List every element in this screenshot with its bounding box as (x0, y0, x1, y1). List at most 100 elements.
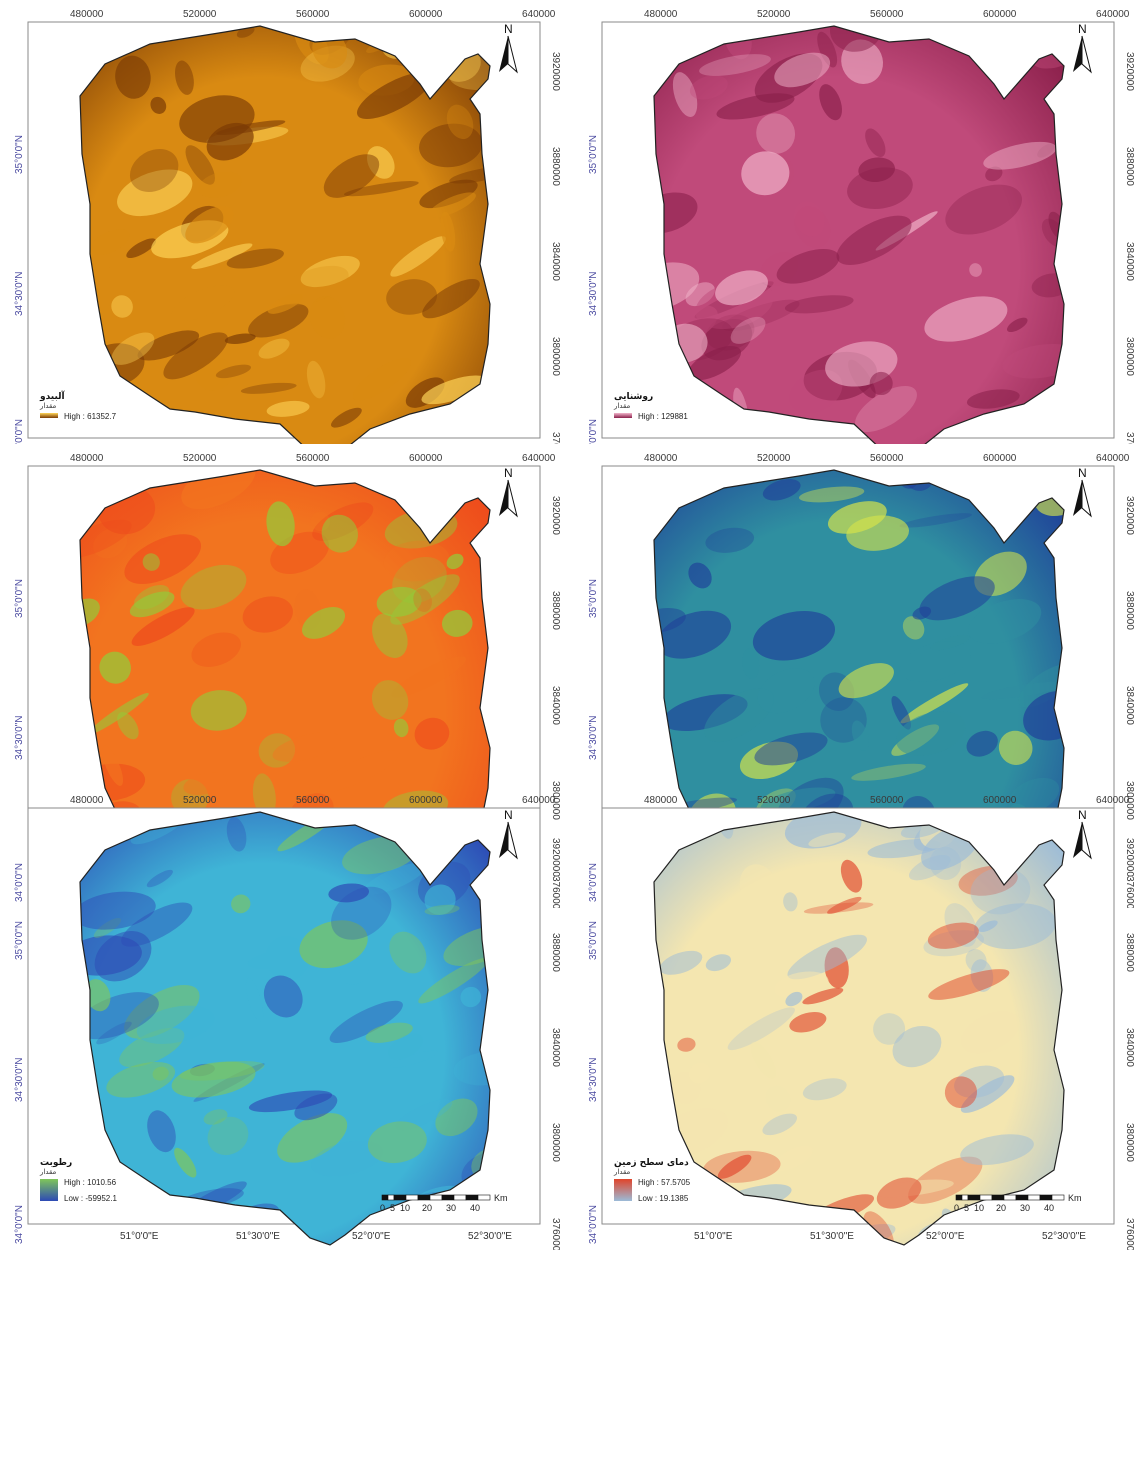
scale-bar-label: 5 (390, 1203, 395, 1213)
right-tick-label: 3800000 (550, 337, 561, 376)
left-tick-label: 34°0'0"N (14, 419, 25, 444)
top-tick-label: 600000 (983, 795, 1017, 806)
right-tick-label: 3880000 (550, 591, 561, 630)
raster-albedo (80, 26, 490, 444)
scale-bar-segment (429, 1194, 443, 1201)
legend-high-value: High : 1010.56 (64, 1178, 117, 1187)
legend-color-ramp (614, 413, 632, 418)
scale-bar-label: 10 (400, 1203, 410, 1213)
top-tick-label: 640000 (522, 795, 556, 806)
scale-bar-label: 0 (380, 1203, 385, 1213)
top-tick-label: 560000 (296, 453, 330, 464)
scale-bar-segment (441, 1194, 455, 1201)
top-tick-label: 520000 (183, 453, 217, 464)
right-tick-label: 3840000 (1124, 242, 1135, 281)
left-tick-label: 34°30'0"N (588, 1058, 599, 1103)
top-tick-label: 600000 (983, 453, 1017, 464)
scale-bar-segment (955, 1194, 963, 1201)
bottom-tick-label: 51°0'0"E (120, 1231, 159, 1242)
top-tick-label: 560000 (296, 795, 330, 806)
left-tick-label: 35°0'0"N (14, 579, 25, 618)
right-tick-label: 3840000 (1124, 1028, 1135, 1067)
top-tick-label: 520000 (183, 795, 217, 806)
map-panel-brightness: 480000 520000 560000 600000 640000 3920000 388… (584, 4, 1140, 484)
scale-bar-segment (1039, 1194, 1053, 1201)
right-tick-label: 3800000 (550, 781, 561, 820)
scale-bar-segment (1015, 1194, 1029, 1201)
scale-bar-segment (961, 1194, 969, 1201)
right-tick-label: 3800000 (1124, 337, 1135, 376)
scale-bar-label: 30 (1020, 1203, 1030, 1213)
legend-high-value: High : 129881 (638, 412, 688, 421)
map-panel-wetness: 480000 520000 560000 600000 640000 3920000 388… (10, 790, 570, 1270)
scale-bar-segment (991, 1194, 1005, 1201)
scale-bar-segment (1051, 1194, 1065, 1201)
scale-bar-label: 20 (422, 1203, 432, 1213)
scale-bar-segment (1027, 1194, 1041, 1201)
right-tick-label: 3920000 (550, 838, 561, 877)
right-tick-label: 3920000 (1124, 496, 1135, 535)
right-tick-label: 3880000 (550, 933, 561, 972)
right-tick-label: 3760000 (550, 876, 561, 908)
right-tick-label: 3760000 (1124, 1218, 1135, 1250)
map-brightness: 480000 520000 560000 600000 640000 3920000 388… (588, 9, 1135, 444)
north-arrow-icon: N (1073, 22, 1092, 74)
right-tick-label: 3880000 (1124, 591, 1135, 630)
legend-subtitle: مقدار (613, 1168, 631, 1176)
right-tick-label: 3880000 (1124, 933, 1135, 972)
north-label: N (1078, 466, 1087, 480)
right-tick-label: 3880000 (1124, 147, 1135, 186)
right-tick-label: 3920000 (1124, 52, 1135, 91)
legend-subtitle: مقدار (39, 402, 57, 410)
scale-bar-segment (477, 1194, 491, 1201)
top-tick-label: 640000 (1096, 9, 1130, 20)
legend-title: رطوبت (40, 1158, 72, 1168)
left-tick-label: 34°0'0"N (588, 419, 599, 444)
right-tick-label: 3840000 (1124, 686, 1135, 725)
right-tick-label: 3920000 (550, 496, 561, 535)
scale-bar-label: 40 (470, 1203, 480, 1213)
top-tick-label: 560000 (296, 9, 330, 20)
left-tick-label: 34°0'0"N (14, 863, 25, 902)
top-tick-label: 640000 (522, 453, 556, 464)
study-area-outline (653, 811, 1065, 1246)
scale-bar-segment (381, 1194, 389, 1201)
north-arrow-icon: N (1073, 808, 1092, 860)
north-arrow-icon: N (499, 808, 518, 860)
north-label: N (1078, 22, 1087, 36)
scale-bar-segment (453, 1194, 467, 1201)
bottom-tick-label: 51°30'0"E (236, 1231, 280, 1242)
legend-high-value: High : 61352.7 (64, 412, 117, 421)
legend-color-ramp (614, 1179, 632, 1201)
map-albedo: 480000 520000 560000 600000 640000 3920000 388… (14, 9, 561, 444)
right-tick-label: 3920000 (1124, 838, 1135, 877)
north-label: N (1078, 808, 1087, 822)
top-tick-label: 480000 (70, 453, 104, 464)
map-panel-lst: 480000 520000 560000 600000 640000 3920000 388… (584, 790, 1140, 1270)
top-tick-label: 560000 (870, 453, 904, 464)
top-tick-label: 520000 (757, 9, 791, 20)
left-tick-label: 34°30'0"N (14, 272, 25, 317)
left-tick-label: 34°30'0"N (14, 716, 25, 761)
map-wetness: 480000 520000 560000 600000 640000 3920000 388… (14, 795, 561, 1250)
top-tick-label: 640000 (522, 9, 556, 20)
left-tick-label: 35°0'0"N (588, 579, 599, 618)
top-tick-label: 600000 (983, 9, 1017, 20)
north-label: N (504, 22, 513, 36)
right-tick-label: 3800000 (1124, 1123, 1135, 1162)
top-tick-label: 560000 (870, 795, 904, 806)
legend-low-value: Low : -59952.1 (64, 1194, 117, 1203)
bottom-tick-label: 51°0'0"E (694, 1231, 733, 1242)
left-tick-label: 35°0'0"N (588, 921, 599, 960)
scale-bar-label: 40 (1044, 1203, 1054, 1213)
scale-bar-unit: Km (1068, 1193, 1082, 1203)
scale-bar-segment (1003, 1194, 1017, 1201)
legend-title: دمای سطح زمین (614, 1158, 689, 1168)
right-tick-label: 3800000 (550, 1123, 561, 1162)
left-tick-label: 34°0'0"N (14, 1205, 25, 1244)
left-tick-label: 35°0'0"N (588, 135, 599, 174)
left-tick-label: 34°0'0"N (588, 1205, 599, 1244)
legend-low-value: Low : 19.1385 (638, 1194, 689, 1203)
top-tick-label: 480000 (644, 795, 678, 806)
